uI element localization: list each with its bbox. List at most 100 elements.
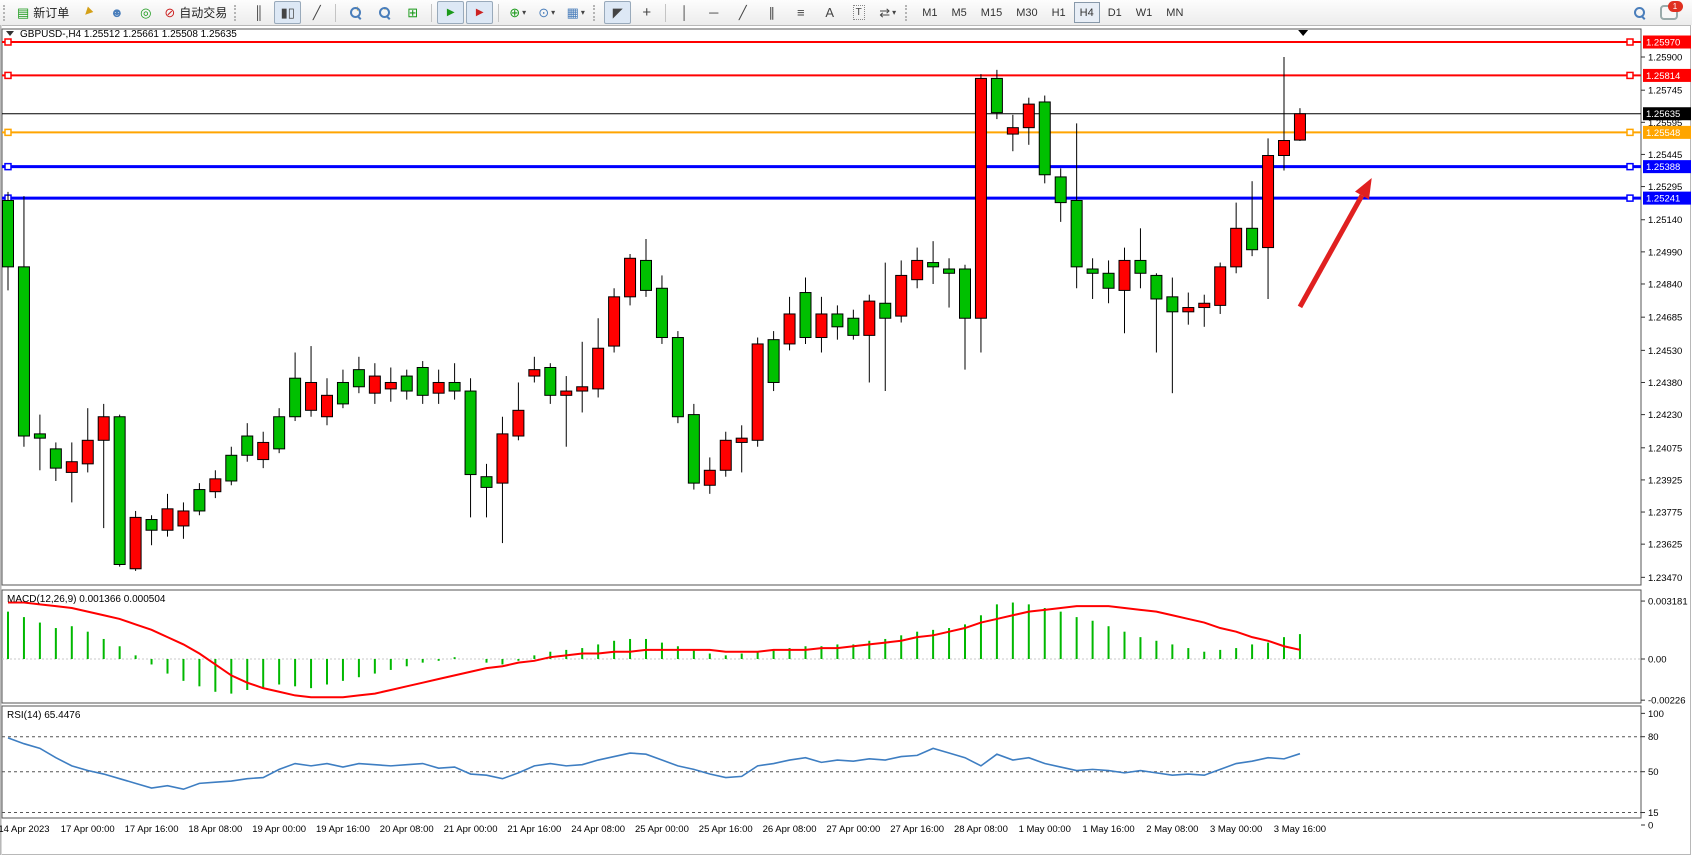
toolbar-grip[interactable]	[593, 4, 600, 21]
templates-button[interactable]: ▦ ▾	[562, 1, 589, 24]
candle-body	[1278, 140, 1290, 157]
tab-timeframe-M15[interactable]: M15	[980, 6, 1003, 19]
price-badge	[1643, 160, 1691, 174]
price-tick-label: 1.24530	[1648, 346, 1682, 357]
fibonacci-button[interactable]: ≡	[787, 1, 814, 24]
chart-shift-button[interactable]: ▶	[466, 1, 494, 24]
level-handle[interactable]	[4, 162, 12, 171]
mql-gold-arrow-button[interactable]: ▲	[74, 1, 101, 24]
level-handle[interactable]	[1626, 194, 1634, 202]
price-chart[interactable]: 1.25900 1.25745 1.25595 1.25445 1.25295 1.251…	[0, 25, 1692, 856]
zoom-out-button[interactable]: −	[370, 1, 397, 24]
candle-body	[576, 386, 589, 392]
candle-body	[1118, 259, 1131, 291]
level-handle[interactable]	[1626, 71, 1634, 80]
candle-body	[560, 390, 573, 396]
tab-timeframe-M5[interactable]: M5	[951, 6, 967, 19]
tile-windows-button[interactable]: ⊞	[399, 1, 426, 24]
channel-icon: ∥	[768, 5, 775, 20]
price-badge	[1643, 35, 1691, 49]
arrows-button[interactable]: ⇄ ▾	[874, 1, 901, 24]
toolbar-grip[interactable]	[234, 4, 241, 21]
crosshair-button[interactable]: +	[633, 1, 660, 24]
candle-body	[368, 375, 381, 394]
candle-body	[703, 469, 716, 486]
horizontal-line-button[interactable]: ─	[700, 1, 727, 24]
candlestick-chart-button[interactable]: ▮▯	[274, 1, 302, 24]
candle-body	[273, 416, 286, 450]
toolbar-grip[interactable]	[3, 4, 10, 21]
autotrading-button[interactable]: ⊘ 自动交易	[161, 1, 230, 24]
time-axis-label: 21 Apr 16:00	[507, 824, 561, 835]
search-button[interactable]	[1626, 1, 1653, 24]
periods-button[interactable]: ⊙ ▾	[533, 1, 560, 24]
time-axis-label: 27 Apr 00:00	[826, 824, 880, 835]
text-label-button[interactable]: T	[845, 1, 872, 24]
trendline-button[interactable]: ╱	[729, 1, 756, 24]
candle-body	[113, 416, 126, 565]
time-axis-label: 25 Apr 16:00	[699, 824, 753, 835]
chevron-down-icon: ▾	[892, 8, 897, 17]
zoom-in-button[interactable]: +	[341, 1, 368, 24]
price-badge-label: 1.25548	[1646, 128, 1680, 139]
price-tick-label: 1.23925	[1648, 475, 1682, 486]
signals-icon: ◎	[140, 5, 152, 20]
bar-chart-button[interactable]: ║	[245, 1, 272, 24]
candle-body	[65, 461, 78, 473]
autotrading-label: 自动交易	[179, 6, 228, 20]
candle-body	[2, 199, 14, 268]
signals-button[interactable]: ◎	[132, 1, 159, 24]
candle-body	[1182, 307, 1195, 313]
level-handle[interactable]	[1626, 128, 1634, 137]
notification-badge: 1	[1667, 1, 1683, 12]
toolbar-grip[interactable]	[905, 4, 912, 21]
level-handle[interactable]	[1626, 38, 1634, 46]
candle-body	[225, 454, 238, 482]
candle-body	[305, 381, 318, 411]
candle-body	[624, 257, 637, 298]
chevron-down-icon: ▾	[551, 8, 556, 17]
time-axis-label: 1 May 00:00	[1019, 824, 1071, 835]
level-handle[interactable]	[4, 38, 12, 46]
trend-arrow-head[interactable]	[1355, 177, 1372, 200]
price-badge	[1643, 191, 1691, 205]
tab-timeframe-D1[interactable]: D1	[1107, 6, 1122, 19]
new-order-button[interactable]: ▤ 新订单	[14, 1, 72, 24]
cursor-button[interactable]: ◤	[604, 1, 632, 24]
price-badge	[1643, 68, 1691, 82]
macd-label: MACD(12,26,9) 0.001366 0.000504	[7, 594, 166, 605]
price-tick-label: 1.25140	[1648, 215, 1682, 226]
tab-timeframe-M1[interactable]: M1	[922, 6, 938, 19]
time-axis-label: 2 May 08:00	[1146, 824, 1198, 835]
candle-body	[352, 369, 365, 388]
vertical-line-button[interactable]: │	[671, 1, 698, 24]
tab-timeframe-H1[interactable]: H1	[1051, 6, 1066, 19]
price-badge-label: 1.25241	[1646, 194, 1680, 205]
auto-scroll-button[interactable]: ▶	[437, 1, 465, 24]
indicators-button[interactable]: ⊕ ▾	[504, 1, 531, 24]
level-handle[interactable]	[4, 128, 12, 137]
level-handle[interactable]	[4, 71, 12, 80]
macd-tick-label: -0.00226	[1648, 696, 1686, 707]
candle-body	[974, 77, 987, 319]
tab-timeframe-MN[interactable]: MN	[1166, 6, 1184, 19]
trend-arrow-shaft[interactable]	[1297, 194, 1365, 309]
candle-body	[161, 508, 174, 531]
new-order-icon: ▤	[17, 5, 30, 20]
channel-button[interactable]: ∥	[758, 1, 785, 24]
time-axis-label: 17 Apr 16:00	[125, 824, 179, 835]
tab-timeframe-M30[interactable]: M30	[1016, 6, 1038, 19]
level-handle[interactable]	[1626, 162, 1634, 171]
tab-timeframe-H4[interactable]: H4	[1073, 2, 1100, 23]
time-axis-label: 3 May 16:00	[1274, 824, 1326, 835]
line-chart-button[interactable]: ╱	[303, 1, 330, 24]
candle-body	[336, 381, 349, 405]
notifications-button[interactable]: 1	[1655, 1, 1683, 24]
community-profile-button[interactable]: ☻	[103, 1, 130, 24]
tab-timeframe-W1[interactable]: W1	[1135, 6, 1153, 19]
candle-body	[33, 433, 46, 439]
candle-body	[81, 439, 94, 465]
text-label-icon: T	[852, 5, 865, 20]
text-button[interactable]: A	[816, 1, 843, 24]
candle-body	[847, 317, 860, 336]
